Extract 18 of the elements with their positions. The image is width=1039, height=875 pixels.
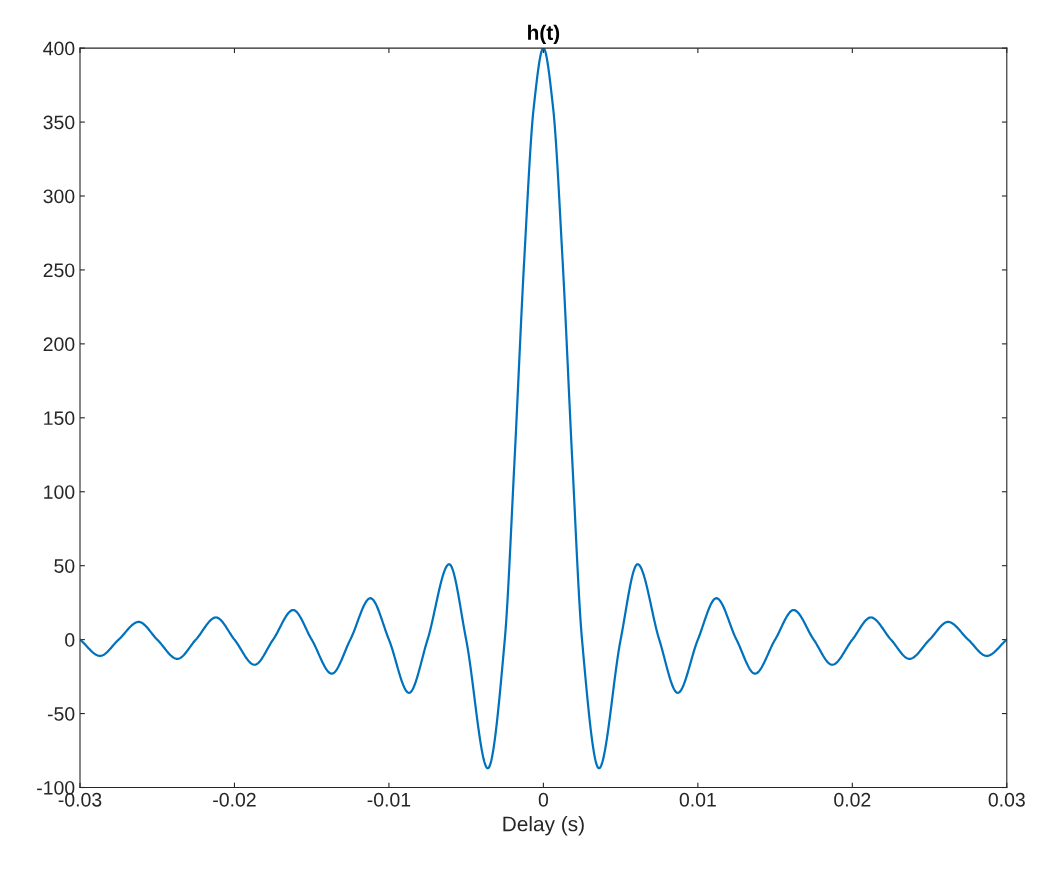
y-tick-label: 400 — [43, 41, 75, 56]
x-tick-label: -0.01 — [367, 792, 411, 807]
y-tick-label: 50 — [54, 559, 75, 573]
x-tick-label: -0.02 — [213, 792, 256, 807]
x-axis-title: Delay (s) — [503, 816, 584, 836]
x-tick-label: 0.01 — [679, 792, 716, 807]
chart-title: h(t) — [528, 24, 560, 45]
y-tick-label: -50 — [47, 707, 75, 721]
x-tick-label: 0.03 — [988, 792, 1025, 807]
y-tick-label: 350 — [43, 115, 75, 130]
y-tick-label: 200 — [43, 337, 75, 352]
y-tick-label: 250 — [43, 263, 75, 278]
y-tick-label: 300 — [43, 189, 75, 204]
y-tick-label: 0 — [65, 633, 75, 647]
x-tick-label: 0.02 — [834, 792, 871, 807]
y-tick-label: 100 — [44, 485, 75, 499]
y-tick-label: 150 — [44, 411, 75, 426]
x-tick-label: 0 — [538, 792, 549, 807]
